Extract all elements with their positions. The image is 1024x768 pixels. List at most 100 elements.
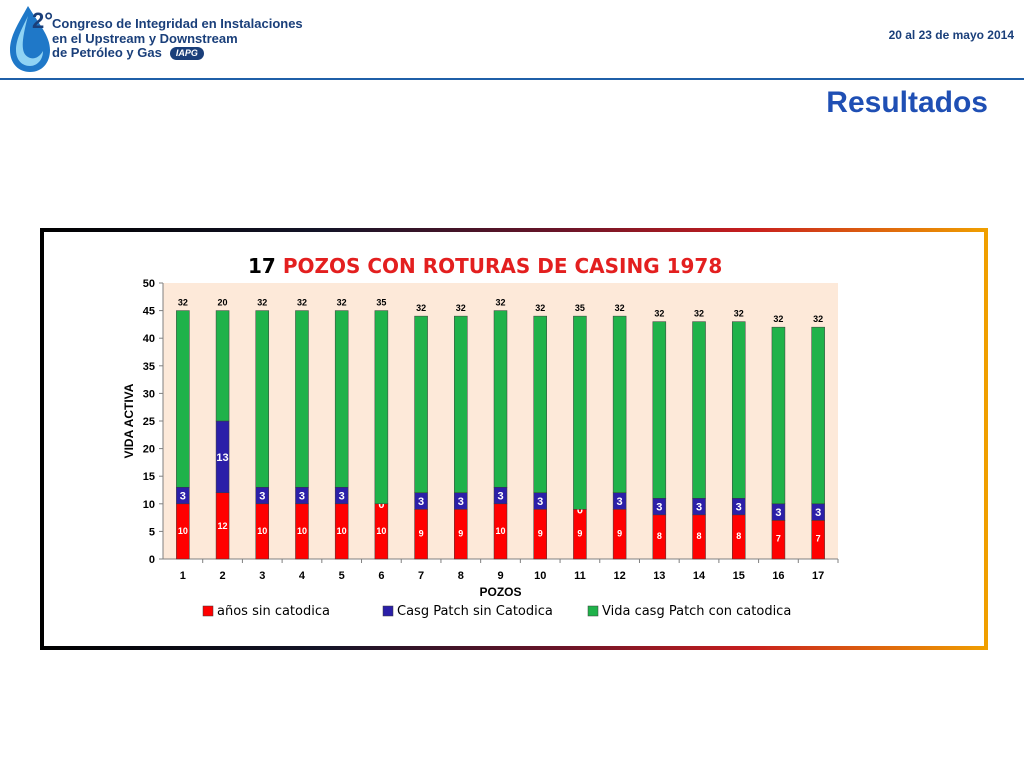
y-tick-label: 45 xyxy=(143,306,155,318)
x-axis-title: POZOS xyxy=(479,585,521,599)
data-label: 8 xyxy=(657,531,662,541)
chart-title-text: POZOS CON ROTURAS DE CASING 1978 xyxy=(282,254,723,278)
x-tick-label: 8 xyxy=(458,570,464,582)
y-tick-label: 15 xyxy=(143,471,155,483)
chart-title-number: 17 xyxy=(248,254,276,278)
bar-segment xyxy=(573,315,587,510)
data-label: 10 xyxy=(495,526,505,536)
data-label: 0 xyxy=(378,499,384,511)
data-label: 3 xyxy=(458,496,464,508)
header-divider xyxy=(0,78,1024,80)
data-label: 9 xyxy=(458,529,463,539)
y-tick-label: 10 xyxy=(143,499,155,511)
x-tick-label: 13 xyxy=(653,570,665,582)
bar-segment xyxy=(771,326,786,505)
bar-segment xyxy=(374,310,389,505)
data-label: 7 xyxy=(776,534,781,544)
data-label: 32 xyxy=(337,298,347,308)
x-tick-label: 3 xyxy=(259,570,265,582)
legend-swatch xyxy=(202,605,214,617)
data-label: 32 xyxy=(654,309,664,319)
bar-segment xyxy=(612,315,627,494)
data-label: 32 xyxy=(813,314,823,324)
data-label: 8 xyxy=(736,531,741,541)
y-tick-label: 30 xyxy=(143,388,155,400)
congress-line-1: Congreso de Integridad en Instalaciones xyxy=(52,16,303,31)
data-label: 10 xyxy=(257,526,267,536)
data-label: 10 xyxy=(178,526,188,536)
chart-title: 17 POZOS CON ROTURAS DE CASING 1978 xyxy=(248,254,722,278)
data-label: 9 xyxy=(617,529,622,539)
data-label: 32 xyxy=(297,298,307,308)
data-label: 8 xyxy=(697,531,702,541)
legend-label: Vida casg Patch con catodica xyxy=(602,604,791,619)
bar-segment xyxy=(295,310,309,488)
bar-segment xyxy=(454,315,468,494)
y-tick-label: 50 xyxy=(143,278,155,290)
legend-swatch xyxy=(587,605,599,617)
congress-logo: 2° xyxy=(10,6,53,72)
data-label: 3 xyxy=(617,496,623,508)
x-tick-label: 10 xyxy=(534,570,546,582)
data-label: 3 xyxy=(299,491,305,503)
x-tick-label: 11 xyxy=(574,570,586,582)
data-label: 35 xyxy=(376,298,386,308)
data-label: 3 xyxy=(696,502,702,514)
data-label: 3 xyxy=(180,491,186,503)
data-label: 32 xyxy=(178,298,188,308)
x-tick-label: 1 xyxy=(180,570,186,582)
bar-segment xyxy=(334,310,349,488)
y-tick-label: 25 xyxy=(143,416,155,428)
x-tick-label: 4 xyxy=(299,570,306,582)
y-axis-title: VIDA ACTIVA xyxy=(122,383,136,458)
data-label: 32 xyxy=(615,303,625,313)
bar-segment xyxy=(493,310,508,488)
congress-line-2: en el Upstream y Downstream xyxy=(52,30,238,46)
data-label: 32 xyxy=(495,298,505,308)
data-label: 10 xyxy=(337,526,347,536)
data-label: 3 xyxy=(656,502,662,514)
x-tick-label: 7 xyxy=(418,570,424,582)
legend-swatch xyxy=(382,605,394,617)
data-label: 3 xyxy=(736,502,742,514)
data-label: 32 xyxy=(773,314,783,324)
y-tick-label: 20 xyxy=(143,444,155,456)
data-label: 7 xyxy=(816,534,821,544)
y-tick-label: 40 xyxy=(143,333,155,345)
bar-segment xyxy=(176,310,190,488)
x-tick-label: 2 xyxy=(219,570,225,582)
data-label: 9 xyxy=(419,529,424,539)
data-label: 3 xyxy=(537,496,543,508)
congress-line-3: de Petróleo y Gas xyxy=(52,45,162,60)
data-label: 3 xyxy=(815,507,821,519)
data-label: 3 xyxy=(497,491,503,503)
data-label: 32 xyxy=(535,303,545,313)
x-tick-label: 17 xyxy=(812,570,824,582)
legend-label: Casg Patch sin Catodica xyxy=(397,604,553,619)
data-label: 32 xyxy=(257,298,267,308)
data-label: 13 xyxy=(216,452,228,464)
data-label: 20 xyxy=(218,298,228,308)
data-label: 3 xyxy=(339,491,345,503)
data-label: 10 xyxy=(376,526,386,536)
bar-segment xyxy=(731,321,746,499)
congress-name: Congreso de Integridad en Instalaciones … xyxy=(52,16,303,61)
x-tick-label: 16 xyxy=(772,570,784,582)
legend-label: años sin catodica xyxy=(217,604,330,619)
logo-number: 2° xyxy=(32,8,53,33)
data-label: 3 xyxy=(418,496,424,508)
bar-segment xyxy=(692,321,706,499)
bar-segment xyxy=(215,310,230,422)
x-tick-label: 6 xyxy=(378,570,384,582)
y-tick-label: 0 xyxy=(149,554,155,566)
data-label: 32 xyxy=(416,303,426,313)
bar-segment xyxy=(811,326,825,505)
bar-segment xyxy=(652,321,667,499)
x-tick-label: 14 xyxy=(693,570,706,582)
x-tick-label: 9 xyxy=(497,570,503,582)
bar-segment xyxy=(533,315,547,494)
data-label: 10 xyxy=(297,526,307,536)
data-label: 9 xyxy=(577,529,582,539)
data-label: 3 xyxy=(259,491,265,503)
